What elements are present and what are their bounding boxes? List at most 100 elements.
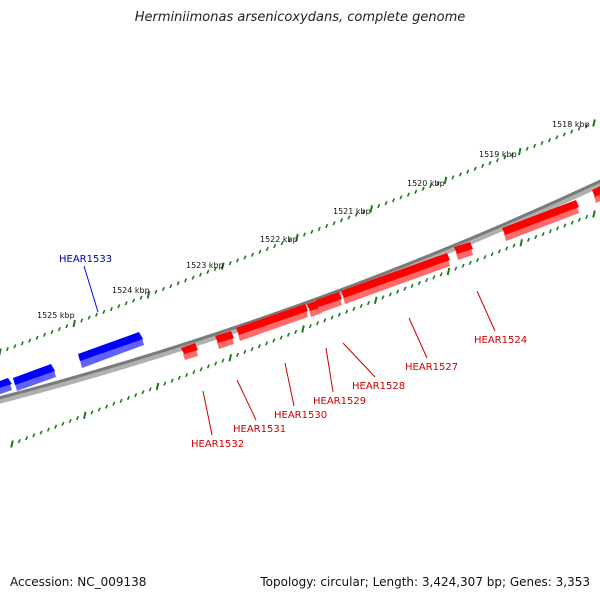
locus-label-hear1532[interactable]: HEAR1532 — [191, 439, 244, 450]
gene-hear1528[interactable] — [316, 292, 342, 313]
inner-scale-tick — [83, 411, 87, 420]
inner-scale-tick — [54, 424, 58, 429]
locus-label-hear1524[interactable]: HEAR1524 — [474, 335, 527, 346]
inner-scale-tick — [556, 226, 560, 231]
inner-scale-tick — [214, 361, 218, 366]
gene-hear1533[interactable] — [78, 332, 144, 368]
outer-scale-tick — [540, 140, 544, 146]
outer-scale-tick — [488, 160, 492, 166]
outer-scale-tick — [369, 205, 374, 213]
inner-scale-tick — [170, 378, 174, 383]
outer-scale-tick — [421, 186, 425, 191]
outer-scale-tick — [154, 289, 158, 295]
outer-scale-tick — [184, 278, 188, 283]
gene-forward-partial[interactable] — [592, 184, 600, 203]
inner-scale-tick — [17, 438, 21, 444]
gene-hear1532[interactable] — [181, 343, 198, 360]
locus-label-hear1528[interactable]: HEAR1528 — [352, 381, 405, 392]
inner-scale-tick — [388, 292, 392, 297]
outer-scale-tick — [139, 295, 143, 300]
inner-scale-tick — [476, 257, 480, 263]
outer-scale-tick — [213, 266, 217, 272]
outer-scale-tick — [132, 298, 136, 303]
outer-scale-tick — [87, 315, 91, 320]
kbp-label-1522: 1522 kbp — [260, 235, 298, 244]
locus-label-hear1531[interactable]: HEAR1531 — [233, 424, 286, 435]
outer-scale-tick — [458, 172, 462, 177]
gene-hear1524[interactable] — [502, 200, 579, 241]
outer-scale-tick — [377, 203, 381, 209]
locus-label-hear1530[interactable]: HEAR1530 — [274, 410, 327, 421]
locus-label-hear1529[interactable]: HEAR1529 — [313, 396, 366, 407]
outer-scale-tick — [473, 166, 477, 171]
inner-scale-tick — [199, 367, 203, 372]
gene-reverse-partial-1[interactable] — [13, 364, 56, 391]
outer-scale-tick — [481, 163, 485, 169]
outer-scale-tick — [592, 119, 596, 127]
outer-scale-tick — [570, 129, 574, 134]
gene-hear1527[interactable] — [341, 253, 450, 304]
inner-scale-tick — [512, 243, 516, 248]
kbp-label-1520: 1520 kbp — [407, 179, 445, 188]
outer-scale-tick — [295, 233, 299, 242]
locus-label-hear1527[interactable]: HEAR1527 — [405, 362, 458, 373]
inner-scale-tick — [534, 234, 538, 240]
outer-scale-tick — [280, 241, 284, 246]
outer-scale-tick — [65, 324, 69, 329]
gene-hear1531[interactable] — [215, 331, 234, 349]
inner-scale-tick — [381, 295, 385, 300]
inner-scale-tick — [497, 249, 501, 254]
outer-scale-tick — [243, 255, 247, 260]
inner-scale-tick — [352, 306, 356, 312]
inner-scale-tick — [141, 390, 145, 395]
inner-scale-tick — [90, 410, 94, 415]
inner-scale-tick — [468, 260, 472, 266]
inner-scale-tick — [519, 239, 523, 247]
locus-label-hear1533[interactable]: HEAR1533 — [59, 254, 112, 265]
inner-scale-tick — [425, 277, 429, 283]
outer-scale-tick — [562, 132, 566, 137]
inner-scale-tick — [432, 275, 436, 280]
outer-scale-tick — [533, 143, 537, 149]
outer-scale-tick — [495, 158, 500, 163]
inner-scale-tick — [112, 401, 116, 406]
inner-scale-tick — [439, 272, 443, 277]
inner-scale-tick — [257, 344, 261, 349]
inner-scale-tick — [483, 254, 487, 260]
locus-callout-lines — [83, 265, 496, 436]
outer-scale-tick — [5, 346, 9, 352]
outer-scale-tick — [466, 169, 470, 174]
outer-scale-tick — [102, 309, 106, 315]
inner-scale-tick — [177, 375, 181, 381]
inner-scale-tick — [155, 382, 160, 391]
inner-scale-tick — [119, 398, 123, 404]
inner-scale-tick — [359, 303, 363, 309]
outer-scale-tick — [406, 192, 410, 197]
gene-reverse-partial-2[interactable] — [0, 378, 12, 395]
forward-strand-genes — [181, 184, 600, 360]
callout-line-hear1531 — [236, 379, 257, 421]
outer-scale-tick — [288, 238, 292, 243]
inner-scale-tick — [243, 349, 247, 355]
inner-scale-tick — [345, 309, 349, 314]
inner-scale-tick — [585, 214, 589, 220]
outer-scale-tick — [518, 147, 522, 156]
inner-scale-tick — [97, 407, 101, 412]
gene-hear1526[interactable] — [454, 242, 473, 260]
outer-scale-tick — [20, 341, 24, 346]
inner-scale-tick — [526, 237, 531, 243]
inner-scale-tick — [577, 217, 581, 222]
inner-scale-tick — [403, 286, 407, 291]
outer-scale-tick — [384, 200, 388, 206]
outer-scale-tick — [391, 198, 396, 203]
inner-scale-tick — [541, 231, 545, 237]
outer-scale-tick — [354, 212, 358, 217]
outer-scale-tick — [146, 291, 151, 299]
inner-scale-tick — [250, 346, 254, 352]
inner-scale-tick — [570, 220, 574, 225]
outer-scale-tick — [169, 284, 173, 289]
inner-scale-tick — [294, 329, 298, 335]
outer-scale-tick — [525, 146, 529, 151]
gene-hear1530[interactable] — [236, 304, 308, 341]
